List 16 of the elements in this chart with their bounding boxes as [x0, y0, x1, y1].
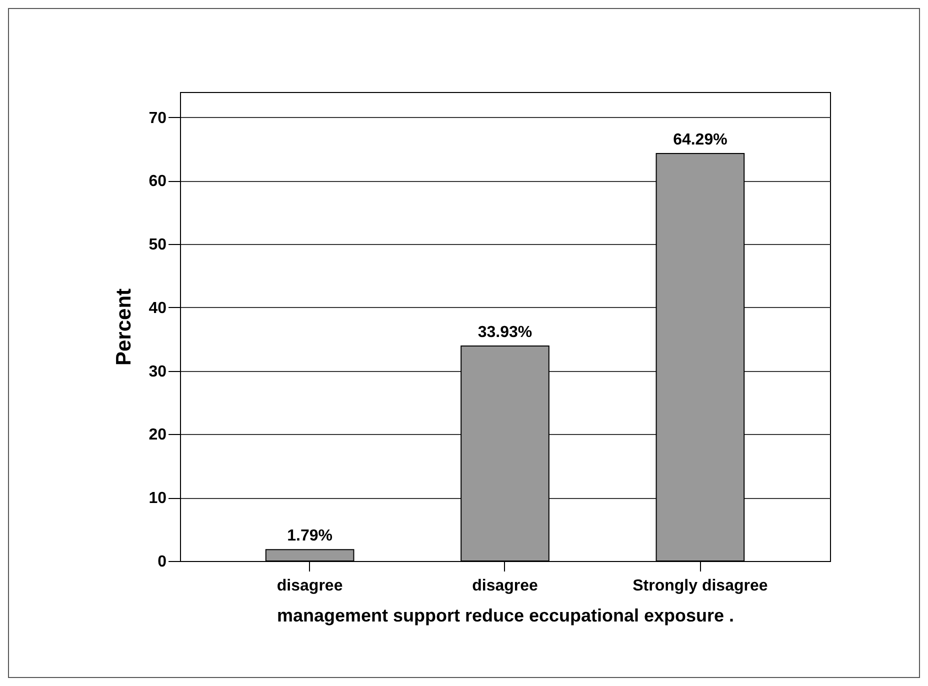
- y-tick-label: 60: [148, 173, 167, 190]
- data-label: 64.29%: [673, 132, 728, 149]
- x-axis-title: management support reduce eccupational exposure .: [276, 606, 734, 626]
- y-tick-label: 10: [148, 490, 167, 508]
- x-tick-label: disagree: [472, 578, 538, 594]
- data-label: 33.93%: [478, 324, 532, 341]
- y-axis-title: Percent: [112, 288, 136, 366]
- y-tick-label: 30: [148, 363, 167, 380]
- x-tick-label: disagree: [276, 578, 343, 594]
- y-tick-label: 20: [148, 426, 167, 444]
- x-tick-label: Strongly disagree: [632, 578, 768, 594]
- y-tick-label: 40: [148, 300, 167, 317]
- y-tick-label: 50: [148, 236, 167, 254]
- y-tick-label: 70: [148, 110, 167, 127]
- y-tick-label: 0: [158, 554, 167, 570]
- data-label: 1.79%: [287, 528, 332, 545]
